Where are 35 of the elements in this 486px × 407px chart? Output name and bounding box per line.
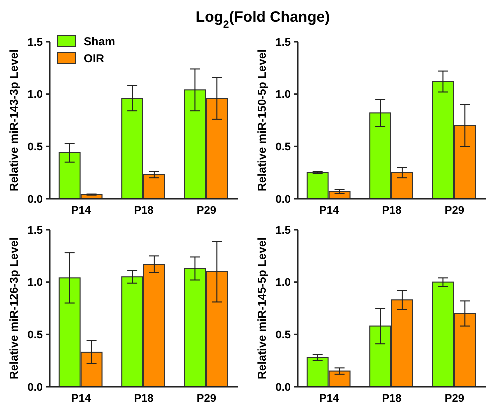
y-tick-label: 0.5 — [276, 142, 291, 154]
y-tick-label: 1.0 — [28, 277, 43, 290]
x-tick-label: P29 — [196, 205, 216, 217]
legend-label: Sham — [84, 36, 116, 49]
y-tick-label: 1.5 — [28, 224, 43, 237]
x-tick-label: P18 — [382, 205, 402, 217]
legend-label: OIR — [84, 54, 106, 66]
x-tick-label: P14 — [72, 205, 92, 217]
y-tick-label: 1.5 — [28, 36, 43, 49]
y-tick-label: 1.0 — [28, 89, 43, 102]
y-axis-title: Relative miR-143-3p Level — [9, 50, 21, 192]
chart-title: Log$_{2}$(Fold Change) — [196, 9, 330, 31]
x-tick-label: P18 — [134, 205, 154, 217]
x-tick-label: P29 — [444, 205, 464, 217]
x-tick-label: P29 — [444, 393, 464, 405]
y-tick-label: 1.0 — [276, 89, 291, 102]
x-tick-label: P14 — [72, 393, 92, 405]
y-tick-label: 0.0 — [28, 382, 43, 394]
y-axis-title: Relative miR-150-5p Level — [257, 50, 269, 192]
x-tick-label: P29 — [196, 393, 216, 405]
y-tick-label: 0.0 — [276, 194, 291, 206]
x-tick-label: P14 — [320, 205, 340, 217]
y-tick-label: 1.5 — [276, 36, 291, 49]
y-tick-label: 0.5 — [28, 330, 43, 342]
y-tick-label: 0.5 — [28, 142, 43, 154]
y-axis-title: Relative miR-126-3p Level — [9, 238, 21, 380]
y-tick-label: 1.5 — [276, 224, 291, 237]
x-tick-label: P14 — [320, 393, 340, 405]
y-tick-label: 0.0 — [276, 382, 291, 394]
y-tick-label: 0.0 — [28, 194, 43, 206]
x-tick-label: P18 — [134, 393, 154, 405]
x-tick-label: P18 — [382, 393, 402, 405]
y-axis-title: Relative miR-145-5p Level — [257, 238, 269, 380]
y-tick-label: 0.5 — [276, 330, 291, 342]
y-tick-label: 1.0 — [276, 277, 291, 290]
